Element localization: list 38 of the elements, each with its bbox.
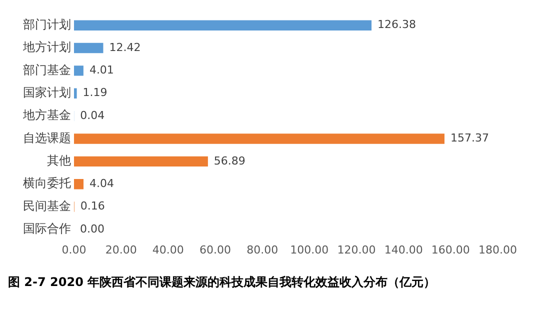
data-label: 0.16: [80, 200, 105, 213]
y-tick-label: 国际合作: [23, 222, 71, 236]
y-tick-label: 国家计划: [23, 86, 71, 100]
y-tick-label: 民间基金: [23, 198, 71, 213]
data-label: 0.00: [80, 222, 104, 236]
data-label: 126.38: [378, 18, 416, 32]
x-tick-label: 140.00: [384, 243, 423, 256]
bar: [74, 156, 208, 167]
x-tick-label: 80.00: [246, 243, 278, 256]
x-tick-label: 160.00: [431, 243, 470, 256]
data-label: 0.04: [80, 108, 105, 122]
x-tick-label: 180.00: [478, 243, 518, 256]
y-tick-label: 自选课题: [23, 130, 71, 145]
data-label: 1.19: [82, 86, 108, 100]
x-tick-label: 120.00: [337, 243, 376, 256]
y-tick-label: 横向委托: [23, 176, 71, 190]
bar: [74, 20, 372, 30]
x-tick-label: 20.00: [105, 243, 137, 256]
text: 图 2-7 2020 年陕西省不同课题来源的科技成果自我转化效益收入分布（亿元）: [7, 274, 437, 291]
data-label: 12.42: [109, 40, 141, 54]
bar: [74, 88, 77, 98]
bar: [74, 42, 104, 54]
x-tick-label: 0.00: [62, 243, 86, 256]
bar: [74, 134, 444, 144]
y-tick-label: 地方基金: [22, 108, 71, 122]
x-tick-label: 40.00: [152, 243, 184, 256]
x-tick-label: 100.00: [290, 243, 329, 256]
bar: [74, 66, 84, 76]
data-label: 4.04: [90, 176, 114, 190]
y-tick-label: 部门基金: [23, 62, 71, 77]
x-tick-label: 60.00: [200, 243, 231, 256]
y-tick-label: 地方计划: [22, 40, 71, 54]
data-label: 157.37: [450, 132, 489, 145]
data-label: 4.01: [89, 64, 114, 77]
bar: [74, 178, 84, 190]
data-label: 56.89: [214, 154, 246, 168]
y-tick-label: 其他: [47, 154, 71, 168]
y-tick-label: 部门计划: [23, 17, 71, 32]
